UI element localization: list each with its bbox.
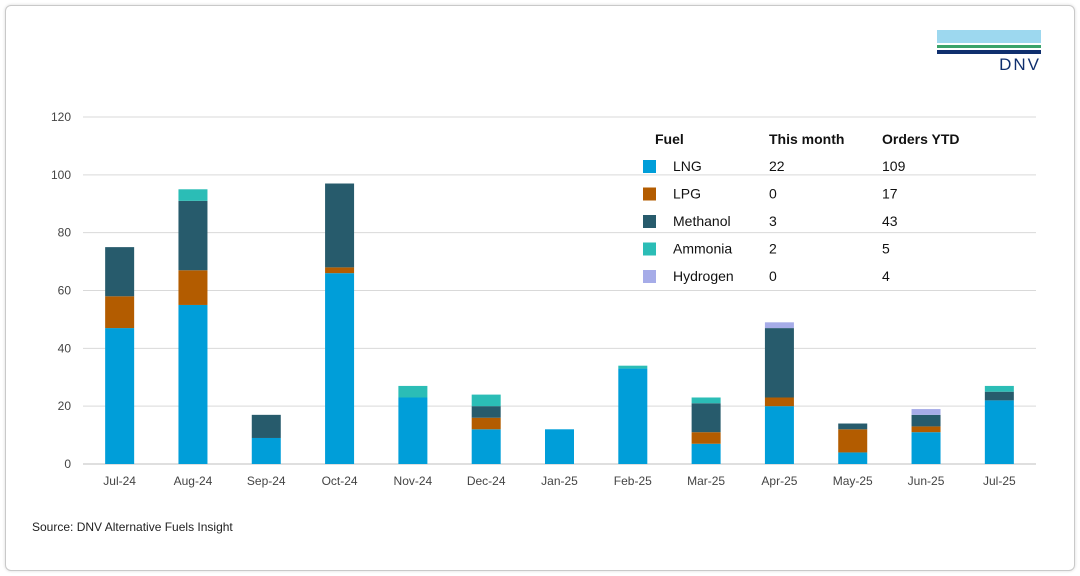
legend-swatch-methanol <box>643 215 656 228</box>
bar-lpg-jul-24 <box>105 296 135 329</box>
bar-hydrogen-jun-25 <box>911 409 941 415</box>
bar-lng-jul-24 <box>105 328 135 464</box>
y-tick-label: 100 <box>51 168 71 182</box>
bar-series <box>105 183 1014 464</box>
legend-this-month: 2 <box>769 241 777 257</box>
bar-lng-aug-24 <box>178 304 208 464</box>
legend-fuel-name: LNG <box>673 158 702 174</box>
bar-lpg-jun-25 <box>911 426 941 433</box>
x-tick-label: Apr-25 <box>761 474 797 488</box>
x-tick-label: May-25 <box>833 474 873 488</box>
x-tick-label: Oct-24 <box>322 474 358 488</box>
bar-lng-dec-24 <box>471 429 501 464</box>
bar-methanol-sep-24 <box>251 414 281 438</box>
x-tick-label: Mar-25 <box>687 474 725 488</box>
legend-swatch-lng <box>643 160 656 173</box>
bar-lng-may-25 <box>838 452 868 464</box>
x-axis-ticks: Jul-24 Aug-24 Sep-24 Oct-24 Nov-24 Dec-24 Jan-… <box>103 474 1016 488</box>
bar-methanol-apr-25 <box>764 328 794 398</box>
x-tick-label: Jun-25 <box>908 474 945 488</box>
x-tick-label: Dec-24 <box>467 474 506 488</box>
legend-header: Fuel <box>655 131 684 147</box>
bar-lng-jun-25 <box>911 432 941 464</box>
y-tick-label: 120 <box>51 110 71 124</box>
bar-lng-nov-24 <box>398 397 428 464</box>
bar-ammonia-feb-25 <box>618 365 648 369</box>
bar-lng-apr-25 <box>764 406 794 464</box>
bar-methanol-jul-25 <box>984 391 1014 401</box>
bar-ammonia-nov-24 <box>398 385 428 398</box>
legend-swatch-ammonia <box>643 242 656 256</box>
bar-hydrogen-apr-25 <box>764 322 794 329</box>
x-tick-label: Nov-24 <box>394 474 433 488</box>
bar-lpg-oct-24 <box>325 267 355 274</box>
bar-ammonia-aug-24 <box>178 189 208 201</box>
legend-orders-ytd: 17 <box>882 186 898 202</box>
bar-lpg-apr-25 <box>764 397 794 407</box>
legend-fuel-name: LPG <box>673 186 701 202</box>
legend-header: Orders YTD <box>882 131 960 147</box>
legend-header: This month <box>769 131 844 147</box>
legend-orders-ytd: 109 <box>882 158 906 174</box>
y-axis-ticks: 0 20 40 60 80 100 120 <box>51 110 71 471</box>
legend-orders-ytd: 4 <box>882 268 890 284</box>
bar-lng-sep-24 <box>251 437 281 464</box>
bar-methanol-jul-24 <box>105 247 135 297</box>
y-tick-label: 20 <box>58 399 72 413</box>
bar-ammonia-jul-25 <box>984 385 1014 392</box>
y-tick-label: 0 <box>64 457 71 471</box>
y-tick-label: 40 <box>58 341 72 355</box>
bar-lng-jul-25 <box>984 400 1014 464</box>
bar-lpg-dec-24 <box>471 417 501 430</box>
logo-band-green <box>937 45 1041 48</box>
legend-orders-ytd: 43 <box>882 213 898 229</box>
bar-lng-jan-25 <box>545 429 574 464</box>
bar-lpg-aug-24 <box>178 270 208 305</box>
legend-table: Fuel This month Orders YTD LNG 22 109 LPG 0 17 Me… <box>643 131 960 284</box>
bar-lng-oct-24 <box>325 273 355 464</box>
bar-methanol-mar-25 <box>691 403 721 433</box>
bar-lng-mar-25 <box>691 443 721 464</box>
legend-this-month: 0 <box>769 268 777 284</box>
y-tick-label: 80 <box>58 226 72 240</box>
legend-fuel-name: Methanol <box>673 213 731 229</box>
x-tick-label: Jan-25 <box>541 474 578 488</box>
x-tick-label: Jul-25 <box>983 474 1016 488</box>
bar-lpg-mar-25 <box>691 432 721 444</box>
x-tick-label: Sep-24 <box>247 474 286 488</box>
x-tick-label: Feb-25 <box>614 474 652 488</box>
bar-methanol-may-25 <box>838 423 868 430</box>
bar-methanol-dec-24 <box>471 406 501 418</box>
source-note: Source: DNV Alternative Fuels Insight <box>32 520 233 534</box>
bar-methanol-oct-24 <box>325 183 355 268</box>
dnv-logo: DNV <box>937 30 1041 74</box>
bar-methanol-jun-25 <box>911 414 941 427</box>
logo-band-light <box>937 30 1041 43</box>
x-tick-label: Aug-24 <box>174 474 213 488</box>
legend-swatch-hydrogen <box>643 270 656 283</box>
legend-fuel-name: Ammonia <box>673 241 732 257</box>
legend-fuel-name: Hydrogen <box>673 268 734 284</box>
legend-this-month: 3 <box>769 213 777 229</box>
bar-ammonia-dec-24 <box>471 394 501 407</box>
legend-this-month: 0 <box>769 186 777 202</box>
legend-swatch-lpg <box>643 187 656 201</box>
legend-orders-ytd: 5 <box>882 241 890 257</box>
legend-this-month: 22 <box>769 158 785 174</box>
bar-lng-feb-25 <box>618 368 648 464</box>
y-tick-label: 60 <box>58 284 72 298</box>
logo-text: DNV <box>999 55 1041 74</box>
logo-band-navy <box>937 50 1041 54</box>
x-tick-label: Jul-24 <box>103 474 136 488</box>
bar-ammonia-mar-25 <box>691 397 721 404</box>
grid-lines <box>83 116 1036 465</box>
bar-methanol-aug-24 <box>178 200 208 271</box>
bar-lpg-may-25 <box>838 429 868 453</box>
